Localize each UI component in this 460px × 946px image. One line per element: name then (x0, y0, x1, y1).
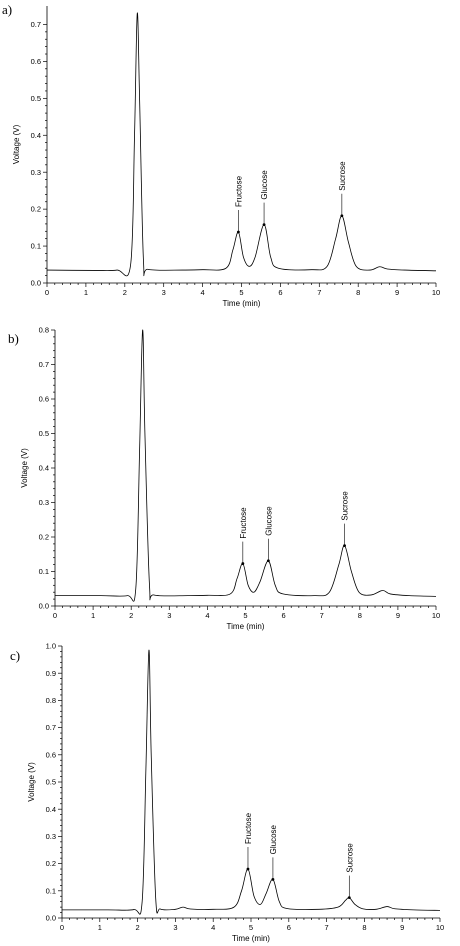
x-tick-label: 9 (395, 288, 399, 297)
y-tick-label: 0.0 (39, 602, 49, 611)
peak-marker (236, 230, 240, 234)
x-axis-label: Time (min) (223, 299, 261, 308)
x-tick-label: 0 (60, 923, 64, 932)
x-tick-label: 4 (211, 923, 215, 932)
x-axis-label: Time (min) (227, 622, 265, 631)
x-tick-label: 7 (317, 288, 321, 297)
panel-label: a) (2, 2, 12, 17)
x-tick-label: 4 (201, 288, 205, 297)
chromatogram-trace (54, 329, 437, 602)
panel-label: c) (10, 648, 20, 663)
x-tick-label: 5 (249, 923, 253, 932)
peak-label-glucose: Glucose (264, 506, 273, 536)
y-axis-label: Voltage (V) (12, 124, 21, 164)
y-tick-label: 0.8 (39, 326, 49, 335)
peak-label-glucose: Glucose (269, 824, 278, 854)
y-tick-label: 0.9 (46, 669, 56, 678)
x-tick-label: 8 (362, 923, 366, 932)
x-axis-label: Time (min) (232, 934, 270, 943)
x-tick-label: 1 (98, 923, 102, 932)
x-tick-label: 10 (436, 923, 444, 932)
peak-label-sucrose: Sucrose (341, 491, 350, 521)
y-tick-label: 0.6 (31, 57, 41, 66)
y-tick-label: 0.2 (46, 859, 56, 868)
x-tick-label: 1 (91, 611, 95, 620)
chart-panel-3: c) 0 1 2 3 4 5 6 7 8 9 10 0.0 0.1 0.2 0.3 0.4 0.5 0.6 0.7 0.… (10, 642, 444, 943)
peak-marker (340, 214, 344, 218)
x-tick-label: 4 (205, 611, 209, 620)
x-tick-label: 10 (432, 611, 440, 620)
y-tick-label: 0.4 (31, 131, 41, 140)
y-tick-label: 0.0 (31, 279, 41, 288)
y-tick-label: 0.6 (39, 395, 49, 404)
peak-label-fructose: Fructose (239, 507, 248, 539)
x-tick-label: 7 (320, 611, 324, 620)
peak-label-sucrose: Sucrose (338, 161, 347, 191)
y-tick-label: 0.8 (46, 696, 56, 705)
y-tick-label: 0.5 (46, 778, 56, 787)
x-tick-label: 3 (167, 611, 171, 620)
x-tick-label: 0 (45, 288, 49, 297)
x-tick-label: 2 (123, 288, 127, 297)
x-tick-label: 5 (239, 288, 243, 297)
x-tick-label: 9 (396, 611, 400, 620)
chart-panel-1: a) 0 1 2 3 4 5 6 7 8 9 10 0.0 0.1 0.2 0.3 0.4 0.5 0.6 0.7 Ti… (2, 2, 440, 308)
x-tick-label: 5 (243, 611, 247, 620)
x-tick-label: 9 (400, 923, 404, 932)
y-axis-label: Voltage (V) (20, 448, 29, 488)
x-tick-label: 6 (282, 611, 286, 620)
chromatogram-trace (46, 12, 437, 277)
y-tick-label: 0.4 (39, 464, 49, 473)
y-tick-label: 0.2 (31, 205, 41, 214)
x-tick-label: 8 (358, 611, 362, 620)
peak-marker (262, 223, 266, 227)
x-tick-label: 3 (173, 923, 177, 932)
panel-label: b) (8, 331, 19, 346)
x-tick-label: 6 (278, 288, 282, 297)
x-tick-label: 7 (325, 923, 329, 932)
x-tick-label: 6 (287, 923, 291, 932)
y-tick-label: 0.6 (46, 750, 56, 759)
y-axis-label: Voltage (V) (27, 762, 36, 802)
chromatogram-trace (61, 649, 441, 915)
peak-label-sucrose: Sucrose (345, 843, 354, 873)
y-tick-label: 0.1 (39, 567, 49, 576)
y-tick-label: 0.4 (46, 805, 56, 814)
chart-panel-2: b) 0 1 2 3 4 5 6 7 8 9 10 0.0 0.1 0.2 0.3 0.4 0.5 0.6 0.7 0.… (8, 326, 440, 631)
y-tick-label: 0.2 (39, 533, 49, 542)
x-tick-label: 1 (84, 288, 88, 297)
y-tick-label: 0.7 (31, 20, 41, 29)
x-tick-label: 2 (136, 923, 140, 932)
y-tick-label: 0.3 (46, 832, 56, 841)
x-tick-label: 2 (129, 611, 133, 620)
y-tick-label: 0.1 (46, 886, 56, 895)
y-tick-label: 1.0 (46, 642, 56, 651)
x-tick-label: 3 (162, 288, 166, 297)
y-tick-label: 0.7 (46, 723, 56, 732)
y-tick-label: 0.7 (39, 360, 49, 369)
x-tick-label: 8 (356, 288, 360, 297)
x-tick-label: 10 (432, 288, 440, 297)
peak-label-fructose: Fructose (234, 175, 243, 207)
peak-label-fructose: Fructose (244, 812, 253, 844)
x-tick-label: 0 (53, 611, 57, 620)
y-tick-label: 0.3 (39, 498, 49, 507)
y-tick-label: 0.5 (39, 429, 49, 438)
peak-label-glucose: Glucose (260, 170, 269, 200)
y-tick-label: 0.5 (31, 94, 41, 103)
y-tick-label: 0.0 (46, 914, 56, 923)
y-tick-label: 0.1 (31, 242, 41, 251)
y-tick-label: 0.3 (31, 168, 41, 177)
